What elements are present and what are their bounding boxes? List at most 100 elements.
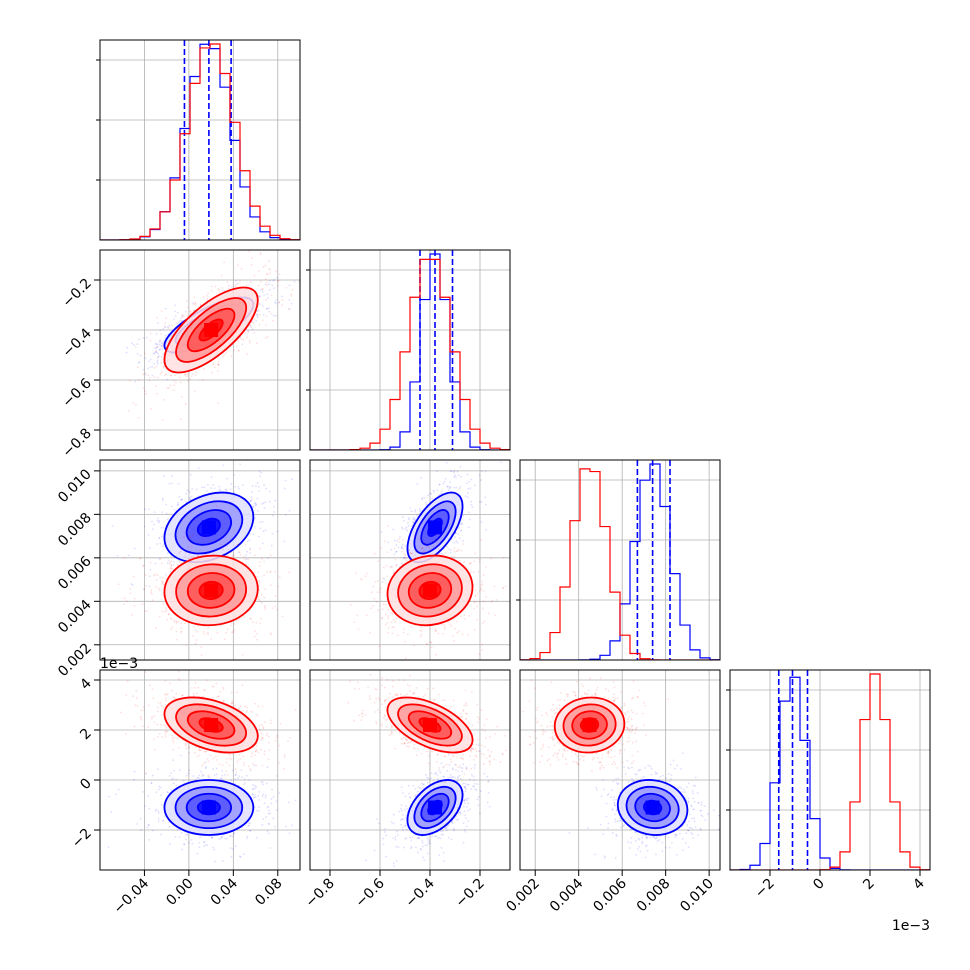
- scatter-point: [430, 641, 433, 644]
- scatter-point: [213, 848, 216, 851]
- scatter-point: [163, 815, 166, 818]
- scatter-point: [412, 516, 415, 519]
- scatter-point: [414, 554, 416, 557]
- scatter-point: [256, 638, 259, 641]
- scatter-point: [423, 496, 426, 499]
- scatter-point: [270, 802, 273, 805]
- contour-series-1: [418, 580, 442, 601]
- scatter-point: [467, 526, 470, 529]
- scatter-point: [473, 601, 476, 604]
- scatter-point: [428, 628, 431, 631]
- scatter-point: [168, 563, 171, 565]
- scatter-point: [381, 608, 384, 611]
- scatter-point: [123, 603, 125, 605]
- scatter-point: [251, 328, 254, 331]
- scatter-point: [181, 319, 183, 322]
- scatter-point: [263, 596, 266, 599]
- scatter-point: [162, 327, 165, 330]
- scatter-point: [480, 587, 482, 590]
- scatter-point: [268, 809, 270, 812]
- scatter-point: [480, 539, 482, 542]
- scatter-point: [443, 623, 446, 626]
- scatter-point: [143, 805, 146, 808]
- contour-series-1: [163, 286, 259, 374]
- scatter-point: [189, 378, 191, 380]
- scatter-point: [240, 267, 243, 270]
- scatter-point: [153, 366, 156, 369]
- scatter-point: [484, 470, 487, 473]
- scatter-point: [248, 829, 251, 832]
- scatter-point: [481, 580, 483, 583]
- scatter-point: [129, 592, 132, 595]
- scatter-point: [416, 514, 418, 517]
- scatter-point: [148, 547, 151, 549]
- scatter-point: [422, 553, 425, 556]
- scatter-point: [158, 536, 161, 539]
- scatter-point: [478, 653, 481, 656]
- scatter-point: [190, 555, 193, 558]
- scatter-point: [180, 631, 182, 634]
- scatter-point: [252, 784, 254, 786]
- scatter-point: [258, 806, 260, 809]
- scatter-point: [404, 640, 406, 643]
- contour-series-1: [163, 554, 259, 627]
- scatter-point: [210, 487, 212, 489]
- scatter-point: [165, 577, 167, 580]
- scatter-point: [127, 409, 130, 412]
- scatter-point: [263, 294, 265, 296]
- scatter-point: [204, 527, 207, 529]
- scatter-point: [258, 799, 261, 801]
- scatter-point: [469, 570, 472, 573]
- scatter-point: [436, 545, 439, 547]
- scatter-point: [418, 537, 421, 540]
- scatter-point: [174, 310, 176, 313]
- scatter-point: [158, 615, 161, 618]
- scatter-point: [158, 521, 160, 524]
- scatter-point: [259, 303, 261, 305]
- scatter-point: [453, 639, 456, 642]
- scatter-point: [455, 550, 458, 553]
- scatter-point: [123, 597, 126, 600]
- scatter-point: [165, 373, 168, 375]
- scatter-point: [154, 342, 157, 345]
- scatter-point: [158, 785, 161, 788]
- scatter-point: [185, 838, 187, 841]
- scatter-point: [476, 592, 479, 595]
- scatter-point: [217, 363, 220, 366]
- scatter-point: [249, 324, 252, 327]
- scatter-point: [178, 376, 181, 379]
- scatter-point: [236, 264, 239, 267]
- scatter-point: [254, 517, 256, 519]
- scatter-point: [220, 835, 223, 838]
- scatter-point: [274, 570, 277, 573]
- scatter-point: [241, 826, 244, 829]
- scatter-point: [167, 791, 170, 794]
- scatter-point: [423, 550, 426, 553]
- scatter-point: [155, 350, 158, 353]
- scatter-point: [249, 830, 252, 832]
- scatter-point: [274, 499, 277, 502]
- scatter-point: [181, 396, 183, 398]
- scatter-point: [162, 581, 165, 584]
- scatter-point: [223, 261, 226, 264]
- contour-series-0: [196, 517, 221, 537]
- scatter-point: [179, 418, 182, 421]
- scatter-point: [242, 853, 245, 855]
- scatter-point: [136, 823, 139, 825]
- scatter-point: [175, 630, 178, 633]
- scatter-point: [237, 777, 239, 780]
- scatter-point: [227, 541, 230, 544]
- scatter-point: [209, 540, 212, 543]
- scatter-point: [154, 347, 157, 350]
- scatter-point: [462, 514, 464, 517]
- scatter-point: [441, 553, 444, 556]
- scatter-point: [278, 273, 281, 276]
- scatter-point: [173, 328, 176, 330]
- scatter-point: [408, 558, 411, 561]
- scatter-point: [243, 615, 245, 618]
- scatter-point: [245, 284, 248, 287]
- scatter-point: [457, 630, 460, 633]
- contour-series-1: [198, 580, 224, 601]
- scatter-point: [158, 519, 161, 522]
- scatter-point: [463, 560, 466, 563]
